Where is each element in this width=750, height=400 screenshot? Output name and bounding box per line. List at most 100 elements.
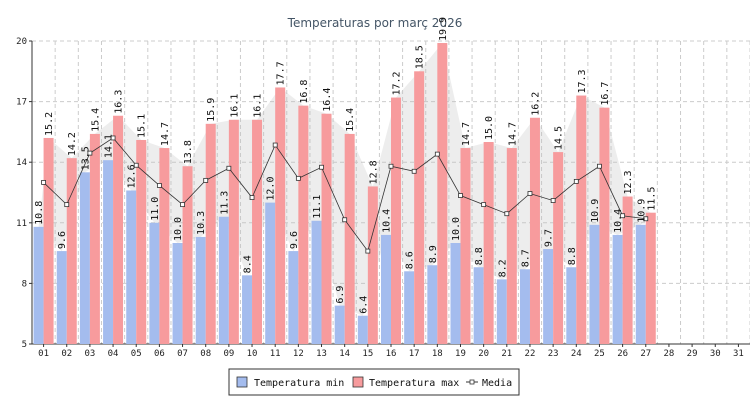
label-max: 16.2: [530, 92, 541, 116]
bar-min: [195, 236, 206, 344]
y-tick-label: 14: [16, 158, 27, 168]
bar-min: [218, 216, 229, 344]
bars: [33, 43, 656, 345]
grid: [32, 40, 750, 344]
label-min: 8.4: [243, 255, 254, 273]
x-tick-label: 07: [177, 349, 188, 359]
x-tick-label: 28: [664, 349, 675, 359]
media-marker: [272, 142, 278, 148]
media-marker: [203, 177, 209, 183]
bar-min: [56, 251, 67, 344]
bar-min: [265, 202, 276, 344]
bar-min: [149, 222, 160, 344]
x-tick-label: 24: [571, 349, 582, 359]
media-marker: [365, 248, 371, 254]
label-min: 10.3: [196, 211, 207, 235]
x-tick-label: 25: [594, 349, 605, 359]
label-min: 13.5: [80, 146, 91, 170]
media-marker: [527, 191, 533, 196]
media-marker: [643, 216, 649, 222]
bar-min: [242, 275, 253, 344]
label-max: 14.7: [160, 122, 171, 146]
x-tick-label: 20: [478, 349, 489, 359]
bar-min: [450, 243, 461, 344]
label-min: 11.0: [150, 197, 161, 221]
bar-max: [182, 166, 193, 344]
x-tick-label: 09: [223, 349, 234, 359]
label-min: 8.7: [520, 249, 531, 267]
y-tick-label: 8: [22, 279, 27, 289]
x-tick-label: 27: [640, 349, 651, 359]
legend-max-swatch: [352, 376, 364, 388]
bar-max: [553, 152, 564, 344]
x-tick-label: 17: [409, 349, 420, 359]
bar-min: [311, 220, 322, 344]
label-min: 11.3: [219, 191, 230, 215]
bar-min: [635, 224, 646, 344]
media-marker: [64, 202, 70, 208]
bar-min: [79, 172, 90, 344]
label-min: 6.9: [335, 286, 346, 304]
x-tick-label: 31: [733, 349, 744, 359]
media-marker: [249, 195, 255, 200]
bar-max: [506, 148, 517, 344]
axes: 5 8 11 14 17 20 01 02 03 04 05 06 07 08 09 10 11 12 13 14 15…: [16, 37, 750, 359]
label-min: 8.8: [567, 247, 578, 265]
bar-max: [252, 119, 263, 344]
label-max: 12.8: [368, 160, 379, 184]
x-tick-label: 06: [154, 349, 165, 359]
label-min: 12.0: [266, 177, 277, 201]
bar-min: [589, 224, 600, 344]
x-tick-label: 18: [432, 349, 443, 359]
chart-title: Temperaturas por març 2026: [287, 16, 463, 30]
x-tick-label: 22: [525, 349, 536, 359]
legend-max-label: Temperatura max: [369, 378, 459, 389]
x-tick-label: 30: [710, 349, 721, 359]
x-tick-label: 21: [501, 349, 512, 359]
x-tick-label: 03: [84, 349, 95, 359]
x-tick-label: 29: [687, 349, 698, 359]
legend-media-label: Media: [482, 378, 512, 389]
bar-max: [66, 158, 77, 344]
label-min: 9.6: [57, 231, 68, 249]
label-max: 14.2: [67, 132, 78, 156]
x-tick-label: 11: [270, 349, 281, 359]
bar-max: [622, 196, 633, 344]
bar-max: [599, 107, 610, 344]
media-marker: [342, 217, 348, 223]
bar-min: [473, 267, 484, 344]
label-max: 14.5: [554, 126, 565, 150]
label-max: 15.9: [206, 98, 217, 122]
y-tick-label: 20: [16, 37, 27, 47]
x-tick-label: 13: [316, 349, 327, 359]
x-tick-label: 05: [131, 349, 142, 359]
media-marker: [504, 211, 510, 217]
media-marker: [573, 178, 579, 184]
bar-max: [89, 133, 100, 344]
bar-max: [367, 186, 378, 344]
bar-max: [205, 123, 216, 344]
media-marker: [133, 162, 139, 168]
bar-min: [612, 234, 623, 344]
y-tick-label: 11: [16, 219, 27, 229]
label-max: 15.4: [90, 108, 101, 132]
media-marker: [319, 164, 324, 170]
label-min: 10.0: [173, 217, 184, 241]
label-min: 9.6: [289, 231, 300, 249]
x-tick-label: 23: [548, 349, 559, 359]
media-marker: [87, 150, 93, 156]
label-min: 8.2: [497, 259, 508, 277]
media-marker: [597, 163, 602, 169]
x-tick-label: 26: [617, 349, 628, 359]
bar-max: [483, 142, 494, 344]
x-tick-label: 15: [362, 349, 373, 359]
bar-max: [159, 148, 170, 344]
bar-min: [404, 271, 415, 344]
label-max: 13.8: [183, 140, 194, 164]
label-max: 15.0: [484, 116, 495, 140]
bar-min: [126, 190, 137, 344]
label-max: 15.1: [137, 114, 148, 138]
bar-min: [288, 251, 299, 344]
bar-min: [427, 265, 438, 344]
bar-max: [645, 212, 656, 344]
